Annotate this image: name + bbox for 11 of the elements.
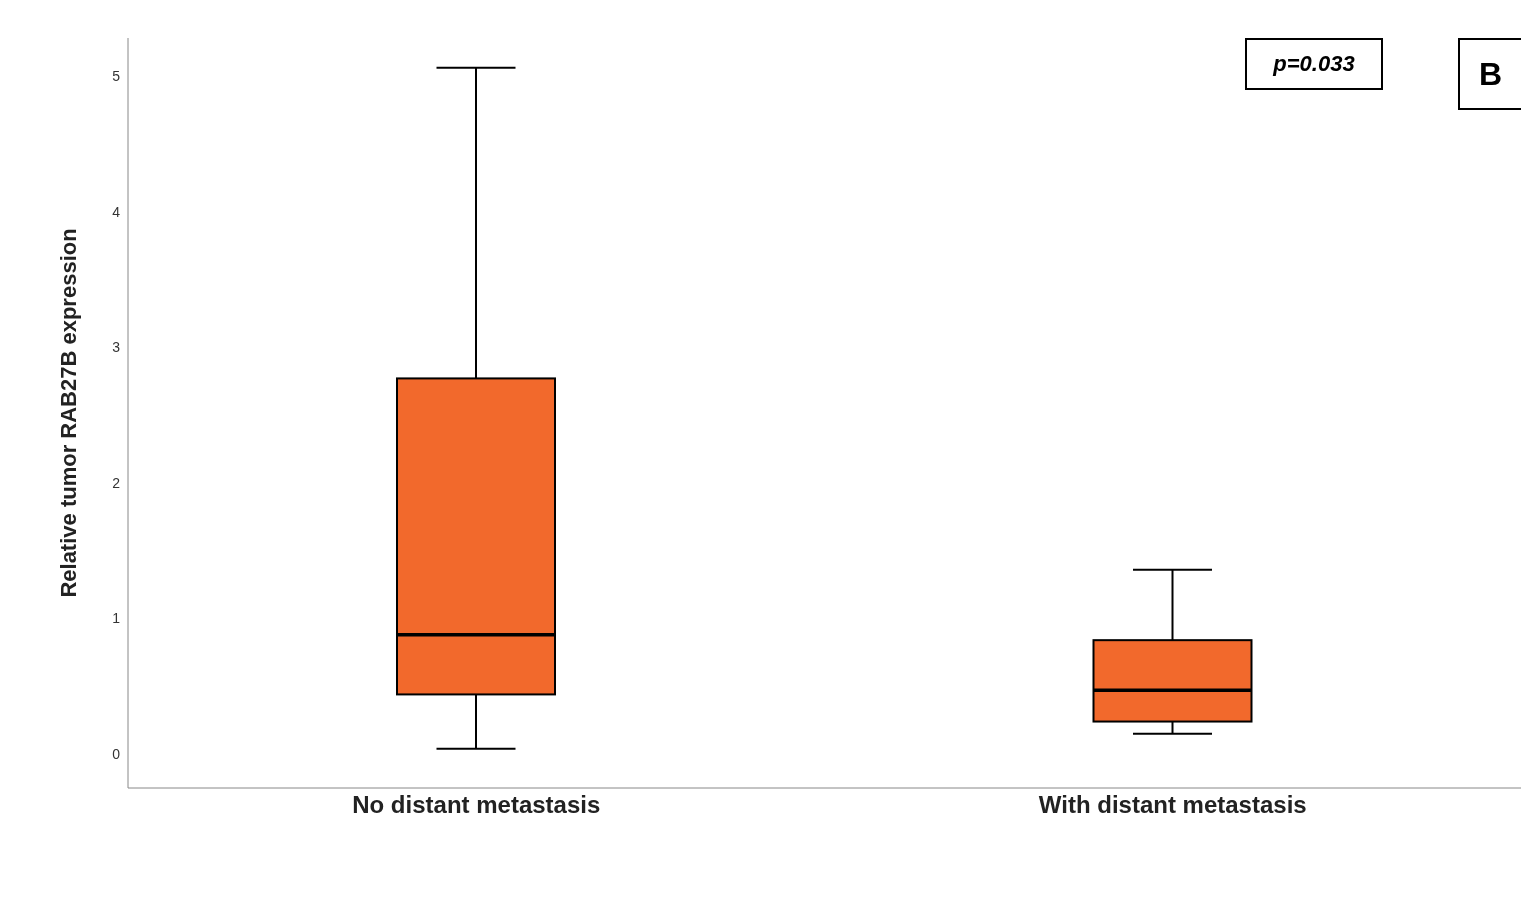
y-axis-title: Relative tumor RAB27B expression	[55, 228, 81, 598]
y-tick-label: 2	[112, 474, 121, 491]
y-tick-label: 5	[112, 67, 121, 84]
y-tick-label: 3	[112, 339, 121, 356]
y-tick-label: 0	[112, 746, 121, 763]
annotation: B	[1458, 38, 1521, 110]
y-tick-label: 4	[112, 203, 121, 220]
annotation: p=0.033	[1245, 38, 1383, 90]
x-tick-label: With distant metastasis	[1038, 791, 1307, 819]
y-tick-label: 1	[112, 610, 121, 627]
x-tick-label: No distant metastasis	[352, 791, 601, 819]
